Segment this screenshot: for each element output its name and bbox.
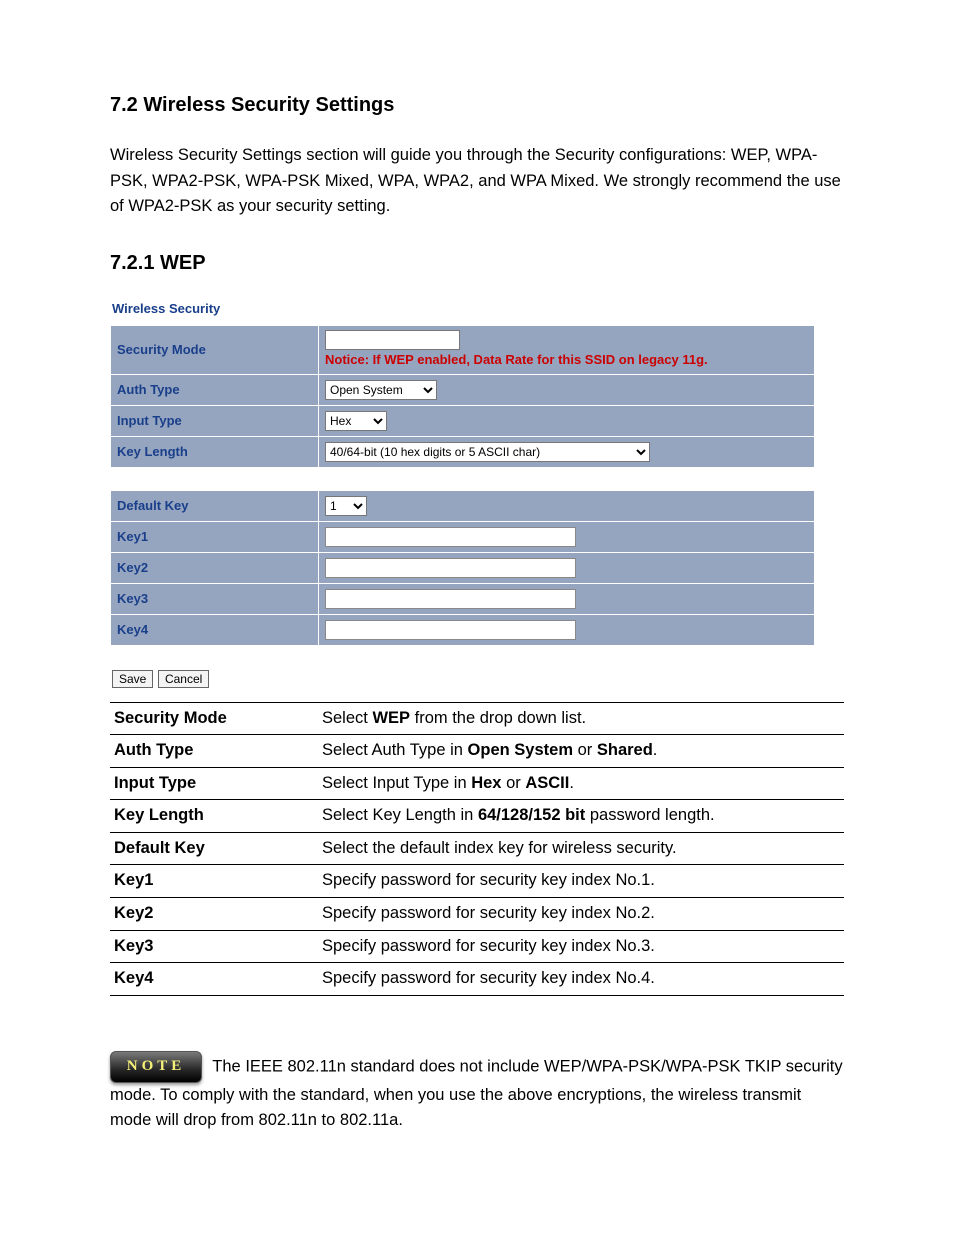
button-row: Save Cancel [112, 666, 815, 692]
desc-value: Specify password for security key index … [318, 865, 844, 898]
desc-row: Input TypeSelect Input Type in Hex or AS… [110, 767, 844, 800]
row-key2: Key2 [111, 553, 815, 584]
desc-value: Specify password for security key index … [318, 930, 844, 963]
desc-row: Security ModeSelect WEP from the drop do… [110, 702, 844, 735]
desc-row: Key2Specify password for security key in… [110, 898, 844, 931]
desc-key: Key Length [110, 800, 318, 833]
section-heading-7-2-1: 7.2.1 WEP [110, 248, 844, 279]
section-heading-7-2: 7.2 Wireless Security Settings [110, 90, 844, 121]
settings-table-top: Security Mode WEP Notice: If WEP enabled… [110, 325, 815, 468]
row-key4: Key4 [111, 615, 815, 646]
select-auth-type[interactable]: Open System [325, 380, 437, 400]
select-security-mode[interactable]: WEP [325, 330, 460, 350]
desc-key: Input Type [110, 767, 318, 800]
wep-notice: Notice: If WEP enabled, Data Rate for th… [325, 352, 708, 367]
save-button[interactable]: Save [112, 670, 153, 688]
select-default-key[interactable]: 1 [325, 496, 367, 516]
row-key3: Key3 [111, 584, 815, 615]
desc-key: Key1 [110, 865, 318, 898]
desc-key: Default Key [110, 832, 318, 865]
desc-row: Auth TypeSelect Auth Type in Open System… [110, 735, 844, 768]
desc-key: Key2 [110, 898, 318, 931]
label-key4: Key4 [111, 615, 319, 646]
desc-value: Select Auth Type in Open System or Share… [318, 735, 844, 768]
input-key1[interactable] [325, 527, 576, 547]
wireless-security-panel: Wireless Security Security Mode WEP Noti… [110, 297, 815, 692]
row-auth-type: Auth Type Open System [111, 375, 815, 406]
desc-row: Key1Specify password for security key in… [110, 865, 844, 898]
label-key2: Key2 [111, 553, 319, 584]
desc-value: Select WEP from the drop down list. [318, 702, 844, 735]
desc-value: Select the default index key for wireles… [318, 832, 844, 865]
desc-key: Key4 [110, 963, 318, 996]
desc-key: Auth Type [110, 735, 318, 768]
desc-key: Key3 [110, 930, 318, 963]
label-key1: Key1 [111, 522, 319, 553]
note-badge: NOTE [110, 1051, 202, 1083]
desc-row: Key3Specify password for security key in… [110, 930, 844, 963]
desc-key: Security Mode [110, 702, 318, 735]
row-input-type: Input Type Hex [111, 406, 815, 437]
desc-value: Select Input Type in Hex or ASCII. [318, 767, 844, 800]
settings-table-keys: Default Key 1 Key1 Key2 Key3 Key4 [110, 490, 815, 646]
input-key3[interactable] [325, 589, 576, 609]
label-input-type: Input Type [111, 406, 319, 437]
input-key2[interactable] [325, 558, 576, 578]
select-key-length[interactable]: 40/64-bit (10 hex digits or 5 ASCII char… [325, 442, 650, 462]
desc-value: Specify password for security key index … [318, 963, 844, 996]
note-block: NOTE The IEEE 802.11n standard does not … [110, 1051, 844, 1134]
label-key-length: Key Length [111, 437, 319, 468]
intro-paragraph: Wireless Security Settings section will … [110, 143, 844, 220]
note-text: The IEEE 802.11n standard does not inclu… [110, 1057, 843, 1129]
table-gap [110, 468, 815, 490]
desc-row: Key LengthSelect Key Length in 64/128/15… [110, 800, 844, 833]
desc-row: Key4Specify password for security key in… [110, 963, 844, 996]
row-key-length: Key Length 40/64-bit (10 hex digits or 5… [111, 437, 815, 468]
input-key4[interactable] [325, 620, 576, 640]
row-key1: Key1 [111, 522, 815, 553]
desc-value: Specify password for security key index … [318, 898, 844, 931]
select-input-type[interactable]: Hex [325, 411, 387, 431]
row-security-mode: Security Mode WEP Notice: If WEP enabled… [111, 325, 815, 374]
desc-value: Select Key Length in 64/128/152 bit pass… [318, 800, 844, 833]
row-default-key: Default Key 1 [111, 491, 815, 522]
label-auth-type: Auth Type [111, 375, 319, 406]
desc-row: Default KeySelect the default index key … [110, 832, 844, 865]
label-key3: Key3 [111, 584, 319, 615]
label-default-key: Default Key [111, 491, 319, 522]
panel-title: Wireless Security [110, 297, 815, 325]
label-security-mode: Security Mode [111, 325, 319, 374]
description-table: Security ModeSelect WEP from the drop do… [110, 702, 844, 996]
cancel-button[interactable]: Cancel [158, 670, 209, 688]
